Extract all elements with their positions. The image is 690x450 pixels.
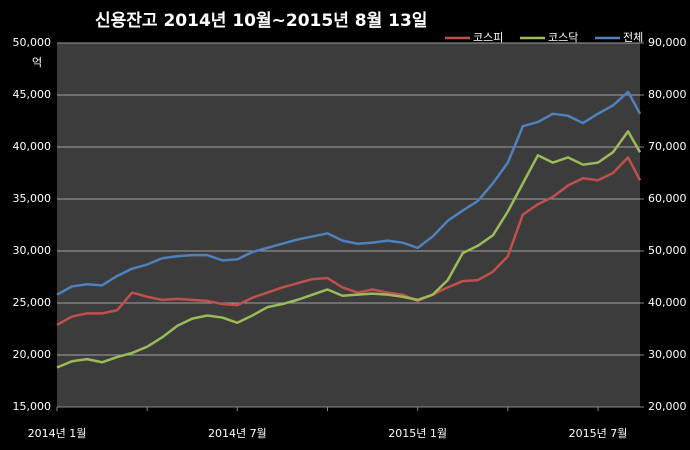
y2-tick-label: 90,000	[648, 36, 687, 49]
legend-label: 코스피	[473, 31, 503, 44]
y2-tick-label: 70,000	[648, 140, 687, 153]
y2-tick-label: 40,000	[648, 296, 687, 309]
legend-label: 전체	[623, 31, 643, 44]
y-tick-label: 20,000	[13, 348, 52, 361]
y-tick-label: 40,000	[13, 140, 52, 153]
series-line	[56, 130, 642, 369]
y2-tick-label: 60,000	[648, 192, 687, 205]
y-tick-label: 50,000	[13, 36, 52, 49]
y-tick-label: 15,000	[13, 400, 52, 413]
x-tick-label: 2015년 7월	[569, 427, 628, 440]
y2-tick-label: 30,000	[648, 348, 687, 361]
y2-tick-label: 20,000	[648, 400, 687, 413]
y2-tick-label: 50,000	[648, 244, 687, 257]
chart-title: 신용잔고 2014년 10월~2015년 8월 13일	[95, 11, 427, 31]
series-line	[56, 90, 642, 296]
x-tick-label: 2014년 7월	[208, 427, 267, 440]
y-tick-label: 45,000	[13, 88, 52, 101]
y-tick-label: 35,000	[13, 192, 52, 205]
y-tick-label: 30,000	[13, 244, 52, 257]
y-unit: 억	[32, 56, 42, 69]
legend-label: 코스닥	[548, 31, 578, 44]
x-tick-label: 2015년 1월	[388, 427, 447, 440]
x-tick-label: 2014년 1월	[28, 427, 87, 440]
y-tick-label: 25,000	[13, 296, 52, 309]
series-line	[56, 156, 642, 326]
plot-area	[57, 43, 640, 407]
y2-tick-label: 80,000	[648, 88, 687, 101]
